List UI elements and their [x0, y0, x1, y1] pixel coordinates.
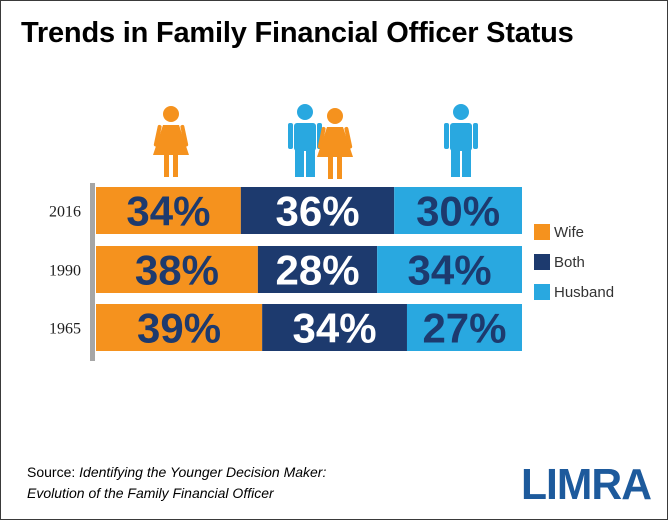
woman-icon — [153, 106, 189, 177]
category-label-1990: 1990 — [49, 263, 81, 280]
data-label-both-2016: 36% — [275, 188, 359, 235]
bar-wife-2016 — [96, 187, 241, 234]
source-label: Source: — [27, 464, 76, 480]
bar-both-2016 — [240, 187, 395, 234]
limra-logo: LIMRA — [521, 460, 652, 509]
couple-icon-woman — [317, 108, 353, 179]
bar-husband-1965 — [406, 304, 522, 351]
data-label-husband-1965: 27% — [422, 305, 506, 352]
stacked-bar-chart: 2016 34% 36% 30% 1990 38% 28% 34% 1965 39% 34% 27% W… — [49, 104, 614, 361]
data-label-wife-2016: 34% — [126, 188, 210, 235]
data-label-wife-1990: 38% — [135, 247, 219, 294]
legend-swatch-husband — [534, 284, 550, 300]
bar-both-1990 — [257, 246, 378, 293]
source-note: Source: Identifying the Younger Decision… — [27, 462, 326, 504]
category-label-1965: 1965 — [49, 321, 81, 338]
legend-label-wife: Wife — [554, 224, 584, 241]
data-label-wife-1965: 39% — [137, 305, 221, 352]
legend-swatch-both — [534, 254, 550, 270]
bar-husband-1990 — [377, 246, 522, 293]
data-label-husband-1990: 34% — [408, 247, 492, 294]
data-label-husband-2016: 30% — [416, 188, 500, 235]
bar-wife-1990 — [96, 246, 258, 293]
bar-husband-2016 — [394, 187, 522, 234]
man-icon — [444, 104, 478, 177]
bar-wife-1965 — [96, 304, 263, 351]
legend-label-both: Both — [554, 254, 585, 271]
couple-icon-man — [288, 104, 322, 177]
source-title-line1: Identifying the Younger Decision Maker: — [79, 464, 327, 480]
data-label-both-1965: 34% — [293, 305, 377, 352]
bar-both-1965 — [262, 304, 407, 351]
y-axis-line — [90, 183, 95, 361]
data-label-both-1990: 28% — [275, 247, 359, 294]
legend-label-husband: Husband — [554, 284, 614, 301]
legend-swatch-wife — [534, 224, 550, 240]
limra-logo-text: LIMRA — [521, 460, 651, 509]
source-title-line2: Evolution of the Family Financial Office… — [27, 485, 274, 501]
chart-title: Trends in Family Financial Officer Statu… — [21, 17, 574, 49]
category-label-2016: 2016 — [49, 204, 81, 221]
